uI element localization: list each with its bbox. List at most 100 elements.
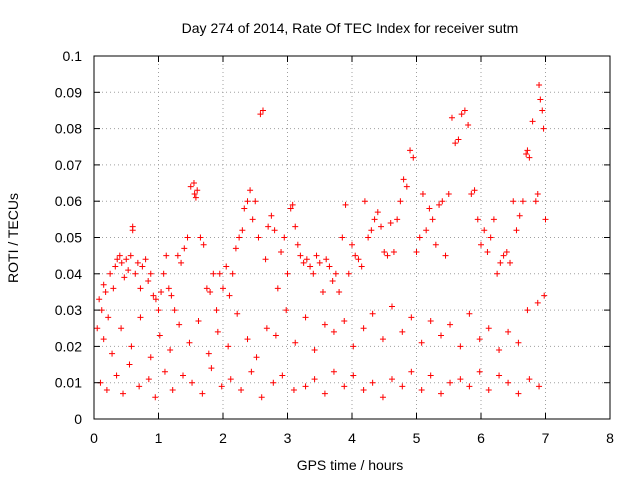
data-point <box>255 234 262 241</box>
data-point <box>403 183 410 190</box>
data-point <box>155 307 162 314</box>
data-point <box>481 227 488 234</box>
data-point <box>229 270 236 277</box>
data-point <box>339 234 346 241</box>
data-point <box>297 252 304 259</box>
x-tick-label: 5 <box>413 430 421 446</box>
data-point <box>109 350 116 357</box>
data-point <box>476 336 483 343</box>
x-tick-labels: 0 1 2 3 4 5 6 7 8 <box>90 430 614 446</box>
data-point <box>455 136 462 143</box>
data-point <box>381 249 388 256</box>
data-point <box>116 252 123 259</box>
data-point <box>152 296 159 303</box>
x-tick-label: 4 <box>348 430 356 446</box>
data-point <box>292 223 299 230</box>
data-point <box>107 270 114 277</box>
data-point <box>100 281 107 288</box>
data-point <box>186 339 193 346</box>
data-point <box>497 259 504 266</box>
data-point <box>220 285 226 292</box>
data-point <box>126 361 133 368</box>
data-point <box>199 390 206 397</box>
data-point <box>145 376 152 383</box>
data-point <box>187 183 194 190</box>
data-point <box>423 227 430 234</box>
data-point <box>416 234 423 241</box>
data-point <box>247 187 254 194</box>
data-point <box>536 383 543 390</box>
data-point <box>114 256 121 263</box>
data-point <box>127 252 134 259</box>
grid <box>94 56 610 419</box>
data-point <box>287 205 294 212</box>
data-point <box>330 328 337 335</box>
data-point <box>399 328 406 335</box>
data-point <box>387 219 394 226</box>
data-point <box>326 263 333 270</box>
data-point <box>427 372 434 379</box>
data-point <box>289 201 296 208</box>
data-point <box>152 394 159 401</box>
data-point <box>436 201 443 208</box>
data-point <box>205 350 212 357</box>
data-point <box>427 317 434 324</box>
data-point <box>330 368 337 375</box>
data-point <box>169 386 176 393</box>
data-point <box>248 368 255 375</box>
y-tick-label: 0.09 <box>55 84 82 100</box>
data-point <box>268 212 275 219</box>
data-point <box>542 216 549 223</box>
data-point <box>390 249 397 256</box>
y-tick-label: 0.07 <box>55 157 82 173</box>
data-point <box>426 205 433 212</box>
data-point <box>278 249 285 256</box>
data-point <box>223 263 230 270</box>
data-point <box>167 347 174 354</box>
data-point <box>181 245 188 252</box>
data-point <box>125 267 132 274</box>
data-point <box>342 201 349 208</box>
data-point <box>210 270 217 277</box>
data-point <box>118 259 125 266</box>
data-point <box>302 314 309 321</box>
data-point <box>368 227 375 234</box>
data-point <box>352 252 359 259</box>
data-point <box>496 347 503 354</box>
data-point <box>270 379 277 386</box>
y-tick-label: 0.03 <box>55 302 82 318</box>
data-point <box>307 263 314 270</box>
data-point <box>214 328 221 335</box>
data-point <box>265 223 272 230</box>
data-point <box>539 107 546 114</box>
data-point <box>442 252 449 259</box>
data-point <box>534 190 541 197</box>
data-point <box>150 292 157 299</box>
x-tick-label: 7 <box>542 430 550 446</box>
data-point <box>419 190 426 197</box>
data-point <box>200 241 207 248</box>
x-tick-label: 3 <box>284 430 292 446</box>
data-point <box>394 216 401 223</box>
data-point <box>311 376 318 383</box>
data-point <box>524 147 531 154</box>
data-point <box>471 187 478 194</box>
y-axis-label: ROTI / TECUs <box>5 193 21 283</box>
data-point <box>410 154 417 161</box>
data-point <box>490 216 497 223</box>
data-point <box>238 386 245 393</box>
data-point <box>191 190 198 197</box>
data-point <box>457 376 464 383</box>
data-point <box>174 252 181 259</box>
data-point <box>445 190 452 197</box>
data-point <box>447 379 454 386</box>
y-tick-label: 0.08 <box>55 121 82 137</box>
data-point <box>158 288 165 295</box>
data-point <box>290 386 297 393</box>
data-point <box>507 259 514 266</box>
x-tick-label: 2 <box>219 430 227 446</box>
data-point <box>132 270 139 277</box>
data-point <box>232 245 239 252</box>
data-point <box>213 307 220 314</box>
data-point <box>244 336 251 343</box>
